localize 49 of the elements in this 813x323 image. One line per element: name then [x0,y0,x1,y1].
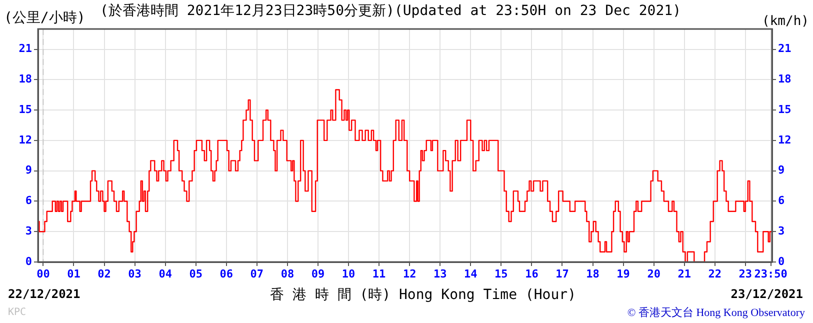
x-tick-label: 07 [250,267,264,280]
y-tick-label: 15 [18,102,32,116]
y2-tick-label: 12 [778,133,792,146]
y-tick-label: 0 [25,254,32,268]
x-tick-label: 20 [647,267,660,280]
chart-title: (於香港時間 2021年12月23日23時50分更新)(Updated at 23:50H on 23 Dec 2021) [100,2,682,20]
y-tick-label: 3 [25,224,32,238]
x-tick-label: 06 [220,267,234,280]
x-tick-label: 01 [67,267,81,280]
x-tick-label: 18 [586,267,600,280]
y2-tick-label: 6 [778,194,785,208]
x-tick-label: 21 [678,267,692,280]
x-tick-label: 19 [616,267,630,280]
x-tick-label: 00 [36,267,50,280]
x-tick-label: 08 [280,267,294,280]
y2-tick-label: 21 [778,42,792,56]
text: KPC [8,307,26,318]
y-tick-label: 18 [18,72,32,86]
y-tick-label: 12 [18,133,32,146]
text: 22/12/2021 [8,287,80,301]
x-tick-label: 23 [738,267,752,280]
y2-tick-label: 0 [778,254,785,268]
x-tick-label: 13 [433,267,447,280]
x-tick-label: 04 [158,267,172,280]
y-tick-label: 6 [25,194,32,208]
y-tick-label: 21 [18,42,32,56]
x-tick-label: 05 [189,267,202,280]
x-tick-label: 22 [708,267,722,280]
x-tick-label: 17 [556,267,569,280]
x-tick-label: 15 [494,267,508,280]
y2-tick-label: 18 [778,72,792,86]
y2-tick-label: 3 [778,224,785,238]
y-axis-title: (公里/小時) [4,9,86,27]
text: 23/12/2021 [730,287,803,301]
x-tick-label: 12 [402,267,416,280]
y-tick-label: 9 [25,164,32,177]
text: © 香港天文台 Hong Kong Observatory [627,306,805,320]
y2-tick-label: 15 [778,102,792,116]
x-tick-label: 02 [98,267,111,280]
x-tick-label: 23:50 [754,267,788,280]
x-tick-label: 11 [372,267,386,280]
x-axis-title: 香 港 時 間 (時) Hong Kong Time (Hour) [270,286,576,304]
y2-tick-label: 9 [778,164,785,177]
x-tick-label: 16 [525,267,539,280]
x-tick-label: 03 [128,267,142,280]
x-tick-label: 14 [464,267,478,280]
x-tick-label: 09 [311,267,325,280]
y2-axis-title: (km/h) [762,14,809,29]
x-tick-label: 10 [342,267,356,280]
